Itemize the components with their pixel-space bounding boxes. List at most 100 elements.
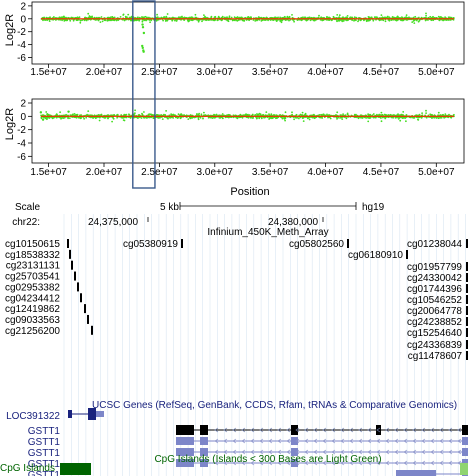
gene-exon bbox=[291, 459, 298, 467]
data-point bbox=[307, 16, 309, 19]
data-point bbox=[208, 19, 211, 21]
data-point bbox=[161, 118, 164, 120]
data-point bbox=[273, 114, 276, 116]
strand-arrow bbox=[349, 438, 354, 444]
probe-label: cg02953382 bbox=[5, 282, 60, 293]
x-tick-label: 4.0e+07 bbox=[307, 67, 344, 78]
array-track-title: Infinium_450K_Meth_Array bbox=[207, 227, 328, 238]
data-point bbox=[411, 21, 414, 23]
data-point bbox=[453, 113, 455, 116]
strand-arrow bbox=[259, 449, 264, 455]
data-point-outlier bbox=[141, 44, 144, 48]
strand-arrow bbox=[331, 449, 336, 455]
strand-arrow bbox=[358, 438, 363, 444]
genes-track-title: UCSC Genes (RefSeq, GenBank, CCDS, Rfam,… bbox=[92, 400, 457, 411]
data-point bbox=[281, 117, 284, 120]
gene-label-gstt1: GSTT1 bbox=[28, 470, 61, 476]
data-point bbox=[156, 16, 159, 18]
data-point bbox=[141, 20, 144, 23]
data-point bbox=[190, 116, 193, 119]
y-tick-label: -6 bbox=[17, 53, 26, 64]
data-point bbox=[431, 114, 434, 117]
data-point-outlier bbox=[141, 46, 144, 50]
data-point bbox=[367, 120, 370, 123]
data-point bbox=[321, 117, 323, 119]
data-point bbox=[346, 112, 349, 115]
data-point bbox=[69, 114, 72, 117]
strand-arrow bbox=[250, 449, 255, 455]
data-point bbox=[396, 15, 399, 18]
strand-arrow bbox=[340, 438, 345, 444]
strand-arrow bbox=[286, 460, 291, 466]
data-point bbox=[197, 20, 200, 23]
data-point bbox=[76, 16, 79, 19]
probes-middle: cg05380919 cg05802560 cg06180910 bbox=[123, 239, 408, 261]
strand-arrow bbox=[349, 427, 354, 433]
probe-label: cg06180910 bbox=[348, 250, 403, 261]
gene-exon bbox=[291, 425, 298, 435]
data-point bbox=[130, 19, 132, 21]
gene-exon bbox=[291, 448, 298, 456]
x-tick-label: 4.0e+07 bbox=[307, 167, 344, 178]
data-point bbox=[443, 116, 445, 119]
strand-arrow bbox=[385, 460, 390, 466]
x-tick-label: 2.0e+07 bbox=[86, 167, 123, 178]
strand-arrow bbox=[268, 449, 273, 455]
strand-arrow bbox=[340, 460, 345, 466]
probe-label: cg20064778 bbox=[407, 306, 462, 317]
data-point bbox=[211, 117, 214, 119]
data-point bbox=[156, 114, 159, 116]
data-point bbox=[104, 19, 107, 22]
position-right: 24,380,000 bbox=[268, 217, 318, 228]
data-point bbox=[329, 117, 332, 120]
strand-arrow bbox=[232, 460, 237, 466]
data-point bbox=[100, 113, 103, 116]
data-point bbox=[78, 16, 81, 19]
data-point bbox=[144, 15, 147, 18]
data-point bbox=[141, 113, 144, 116]
data-point bbox=[283, 118, 286, 120]
probe-mark bbox=[74, 271, 76, 281]
data-point bbox=[99, 116, 101, 119]
probe-label: cg10546252 bbox=[407, 295, 462, 306]
plot-frame bbox=[31, 1, 465, 65]
strand-arrow bbox=[376, 449, 381, 455]
data-point bbox=[85, 116, 88, 119]
data-point bbox=[210, 19, 213, 21]
strand-arrow bbox=[313, 438, 318, 444]
data-point bbox=[429, 113, 432, 116]
data-point bbox=[119, 16, 122, 18]
strand-arrow bbox=[385, 438, 390, 444]
data-point bbox=[44, 19, 46, 21]
probe-mark bbox=[466, 262, 468, 271]
strand-arrow bbox=[412, 460, 417, 466]
strand-arrow bbox=[304, 438, 309, 444]
data-point bbox=[143, 111, 145, 113]
data-point bbox=[380, 111, 383, 114]
data-point bbox=[91, 15, 93, 18]
data-point bbox=[222, 117, 224, 120]
data-point bbox=[361, 117, 364, 119]
x-tick-label: 5.0e+07 bbox=[418, 67, 455, 78]
data-point bbox=[104, 117, 107, 119]
data-point bbox=[176, 116, 179, 119]
data-point bbox=[65, 16, 67, 19]
data-point bbox=[272, 116, 274, 119]
strand-arrow bbox=[439, 449, 444, 455]
data-point bbox=[194, 13, 197, 16]
probe-mark bbox=[77, 282, 79, 292]
strand-arrow bbox=[268, 460, 273, 466]
data-point bbox=[233, 16, 236, 19]
data-point bbox=[367, 113, 369, 116]
data-point bbox=[134, 112, 136, 114]
strand-arrow bbox=[295, 438, 300, 444]
data-point bbox=[150, 113, 153, 116]
data-point bbox=[200, 113, 203, 116]
gene-label-gstt1: GSTT1 bbox=[28, 459, 61, 470]
data-point bbox=[280, 21, 283, 24]
strand-arrow bbox=[394, 438, 399, 444]
strand-arrow bbox=[223, 460, 228, 466]
data-point bbox=[447, 16, 450, 19]
probe-label: cg24238852 bbox=[407, 317, 462, 328]
